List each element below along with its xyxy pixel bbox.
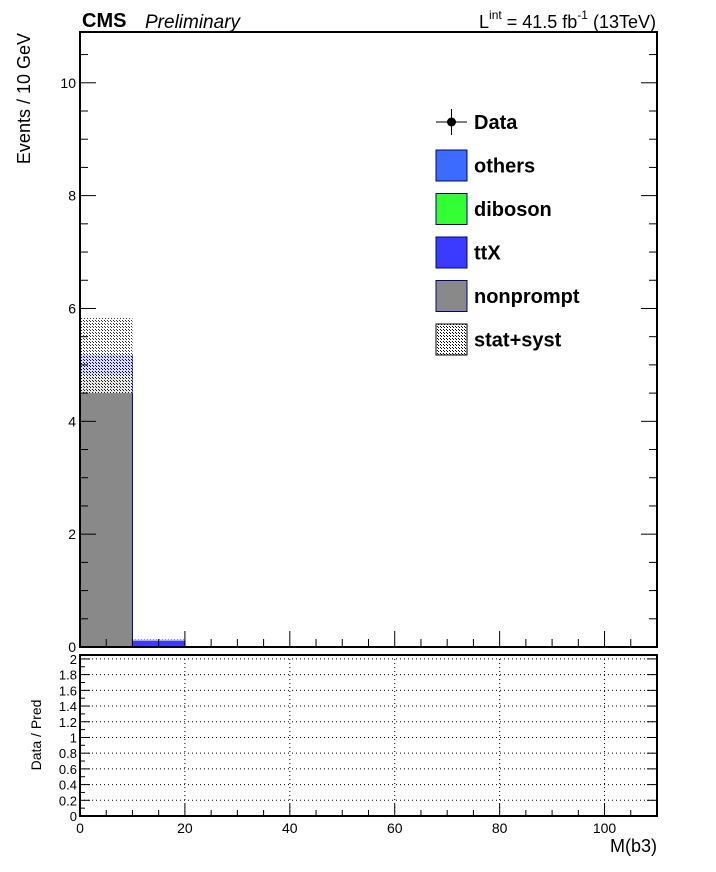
ratio-y-tick-label: 1	[70, 730, 77, 745]
luminosity-label: Lint = 41.5 fb-1 (13TeV)	[479, 8, 656, 32]
legend-hatch-box	[435, 323, 468, 356]
lumi-prefix: L	[479, 12, 489, 32]
main-plot-panel: 0 2 4 6 8 10 Events / 10 GeV	[14, 31, 658, 655]
ratio-y-tick-label: 1.8	[59, 668, 77, 683]
legend-label: others	[474, 156, 535, 178]
ratio-y-tick-label: 0.4	[59, 778, 77, 793]
legend-color-box	[435, 193, 468, 225]
stacked-histogram	[79, 354, 186, 648]
ratio-y-tick-label: 0.2	[59, 793, 77, 808]
legend-label: Data	[474, 112, 518, 134]
y-tick-label: 8	[68, 188, 76, 204]
ratio-y-tick-label: 0.8	[59, 746, 77, 761]
legend-color-box	[435, 236, 468, 269]
legend-color-box	[435, 149, 468, 182]
ratio-plot-panel: 00.20.40.60.811.21.41.61.820 20 40 60 80 100 …	[28, 652, 658, 856]
ratio-y-tick-label: 1.4	[59, 699, 77, 714]
ratio-plot-frame	[79, 654, 658, 817]
legend-entry-stat+syst: stat+syst	[435, 323, 562, 356]
y-tick-label: 6	[68, 300, 76, 316]
main-axes: 0 2 4 6 8 10	[60, 54, 658, 655]
legend-entry-diboson: diboson	[435, 193, 552, 225]
ratio-y-tick-label: 2	[70, 652, 77, 667]
x-tick-label: 20	[177, 820, 193, 836]
ratio-y-tick-label: 1.2	[59, 715, 77, 730]
ratio-y-tick-label: 0.6	[59, 762, 77, 777]
legend-entry-ttX: ttX	[435, 236, 501, 269]
status-label: Preliminary	[145, 12, 242, 33]
y-tick-label: 0	[68, 639, 76, 655]
y-tick-label: 4	[68, 413, 76, 429]
legend-entry-nonprompt: nonprompt	[435, 280, 580, 312]
main-plot-frame	[79, 31, 658, 648]
x-tick-label: 60	[387, 820, 403, 836]
legend-entry-Data: Data	[436, 109, 518, 135]
lumi-suffix: (13TeV)	[588, 12, 656, 32]
x-tick-label: 40	[282, 820, 298, 836]
legend-color-box	[435, 280, 468, 312]
legend-label: ttX	[474, 243, 501, 265]
legend-label: stat+syst	[474, 330, 562, 352]
stat-syst-band-bin-0	[80, 318, 133, 394]
legend-data-marker	[447, 117, 456, 127]
ratio-y-tick-label: 1.6	[59, 683, 77, 698]
y-tick-label: 2	[68, 526, 76, 542]
legend-entry-others: others	[435, 149, 535, 182]
y-axis-title: Events / 10 GeV	[14, 33, 34, 164]
bar-nonprompt-bin-0	[79, 372, 133, 648]
x-tick-label: 100	[593, 820, 617, 836]
ratio-axes: 00.20.40.60.811.21.41.61.820 20 40 60 80 100	[59, 652, 658, 836]
experiment-label: CMS	[82, 10, 126, 32]
ratio-y-axis-title: Data / Pred	[28, 700, 44, 771]
y-tick-label: 10	[60, 75, 76, 91]
legend-label: nonprompt	[474, 286, 580, 308]
ratio-grid	[79, 655, 657, 817]
lumi-sup: int	[489, 8, 502, 22]
legend-label: diboson	[474, 199, 552, 221]
ratio-y-tick-label: 0	[70, 809, 77, 824]
x-tick-label: 80	[492, 820, 508, 836]
lumi-unit-sup: -1	[577, 8, 588, 22]
x-axis-title: M(b3)	[610, 836, 657, 856]
lumi-value: = 41.5 fb	[502, 12, 578, 32]
uncertainty-band	[80, 318, 185, 641]
legend: Data others diboson ttX nonprompt stat+syst	[435, 109, 580, 356]
x-tick-label: 0	[76, 820, 84, 836]
